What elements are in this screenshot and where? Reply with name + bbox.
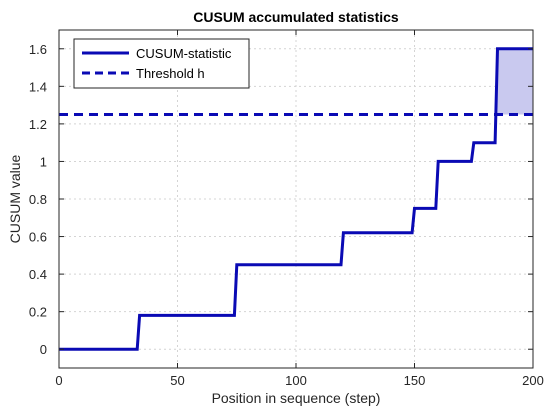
cusum-statistic-line: [59, 47, 533, 351]
x-tick-label: 100: [285, 373, 307, 388]
x-tick-label: 50: [170, 373, 184, 388]
x-tick-label: 200: [522, 373, 544, 388]
grid-lines: [58, 30, 534, 368]
legend-label-threshold: Threshold h: [136, 66, 205, 81]
legend-box: [73, 38, 250, 89]
shaded-region-layer: [497, 48, 533, 115]
y-tick-label: 1: [40, 154, 47, 169]
tick-layer: 0 50 100 150 200 0 0.2 0.4 0.6 0.8 1 1.2 1.4 1.6: [29, 30, 544, 388]
y-tick-label: 0.4: [29, 267, 47, 282]
y-tick-label: 1.6: [29, 42, 47, 57]
y-tick-label: 0: [40, 342, 47, 357]
y-axis-label: CUSUM value: [7, 154, 23, 243]
y-tick-label: 1.4: [29, 79, 47, 94]
legend-label-statistic: CUSUM-statistic: [136, 46, 232, 61]
y-tick-label: 0.8: [29, 192, 47, 207]
y-tick-label: 0.6: [29, 230, 47, 245]
x-tick-label: 150: [404, 373, 426, 388]
y-tick-label: 1.2: [29, 117, 47, 132]
legend: CUSUM-statistic Threshold h: [73, 38, 250, 89]
y-tick-label: 0.2: [29, 305, 47, 320]
x-tick-label: 0: [55, 373, 62, 388]
series-layer: [59, 47, 533, 351]
x-axis-label: Position in sequence (step): [212, 390, 381, 406]
chart-title: CUSUM accumulated statistics: [193, 9, 399, 25]
exceedance-shaded-area: [497, 48, 533, 115]
